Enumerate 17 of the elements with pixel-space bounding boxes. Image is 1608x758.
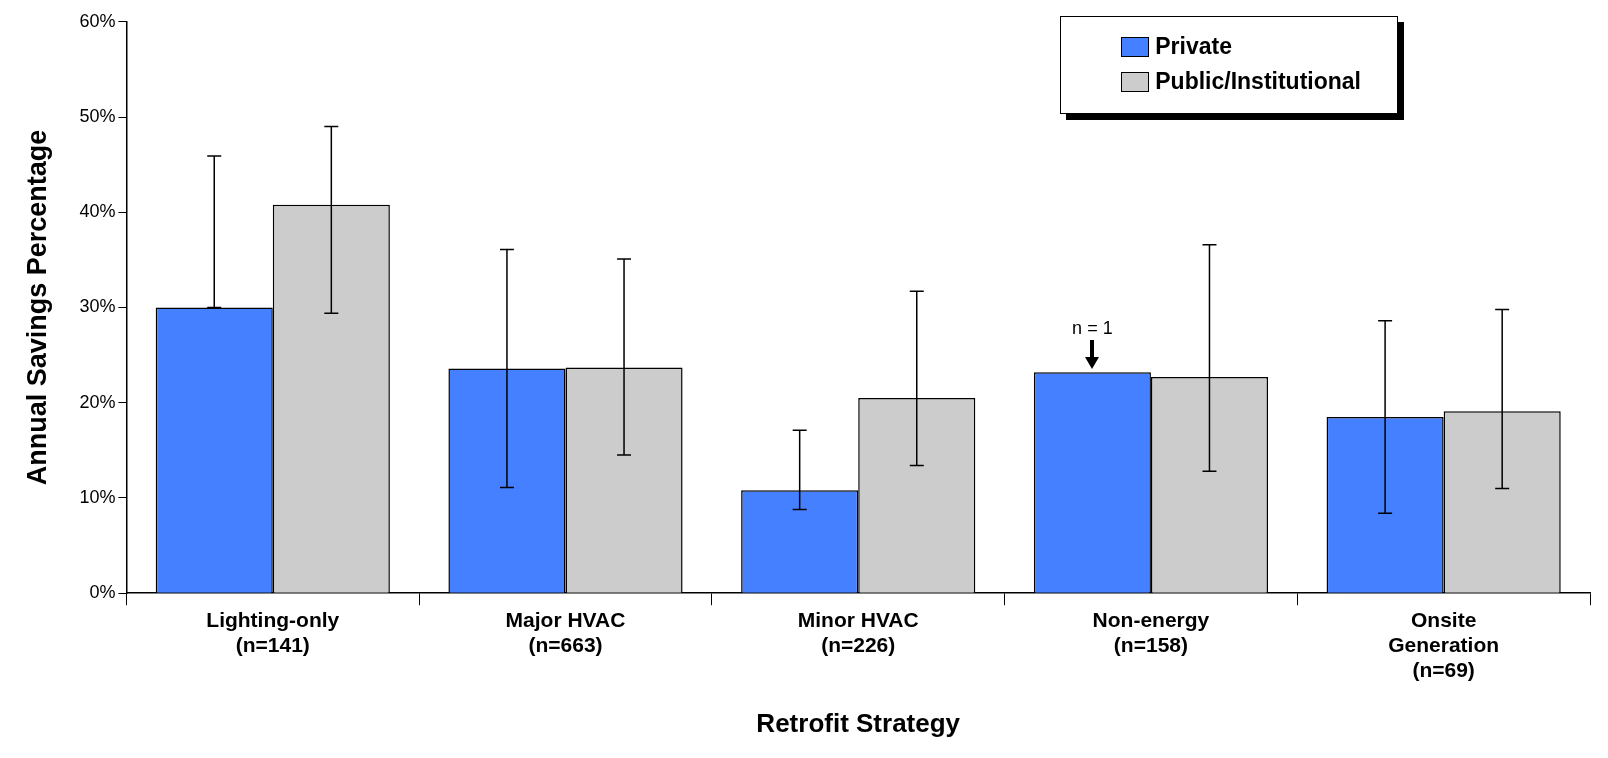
y-tick-label: 10% — [79, 486, 116, 507]
y-tick-label: 0% — [89, 582, 116, 603]
x-axis-title: Retrofit Strategy — [756, 707, 961, 738]
y-tick-label: 40% — [79, 201, 116, 222]
x-tick-label: Onsite Generation (n=69) — [1388, 607, 1500, 681]
y-tick-label: 20% — [79, 391, 116, 412]
x-tick-label: Minor HVAC (n=226) — [797, 607, 919, 656]
annotation: n = 1 — [1072, 318, 1113, 339]
legend-label: Public/Institutional — [1155, 68, 1361, 95]
x-tick-label: Lighting-only (n=141) — [206, 607, 340, 656]
legend-label: Private — [1155, 33, 1232, 60]
y-tick-label: 50% — [79, 106, 116, 126]
y-tick-label: 60% — [79, 10, 116, 31]
x-tick-label: Major HVAC (n=663) — [505, 607, 626, 656]
y-tick-label: 30% — [79, 296, 116, 317]
x-tick-label: Non-energy (n=158) — [1092, 607, 1210, 656]
y-axis-title: Annual Savings Percentage — [21, 129, 52, 486]
